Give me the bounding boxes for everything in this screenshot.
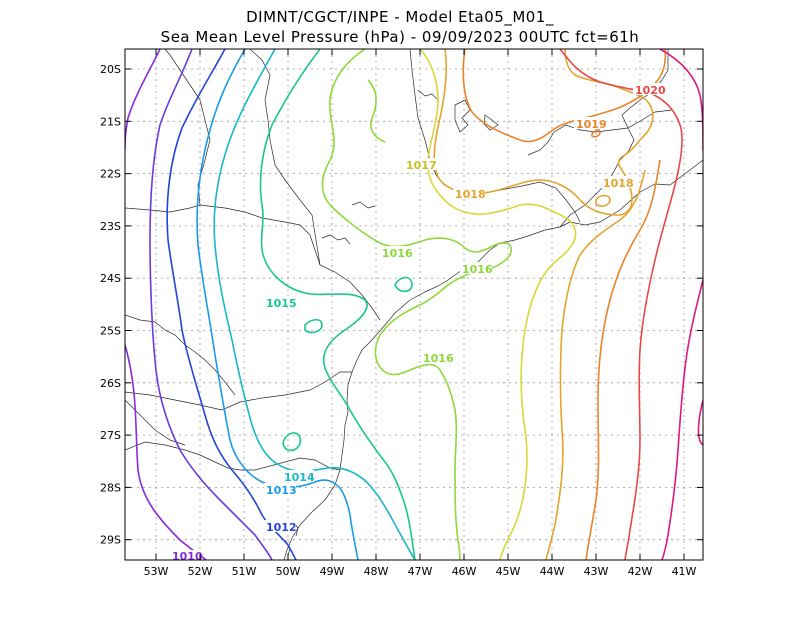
reservoir-3 <box>321 234 351 245</box>
isobar-1011 <box>149 49 273 560</box>
state-border-mg-rj <box>527 109 673 156</box>
label-1016-b: 1016 <box>462 263 493 276</box>
lat-tick-label: 24S <box>100 272 121 285</box>
isobar-1015-closed-2 <box>282 432 302 452</box>
lat-tick-label: 20S <box>100 63 121 76</box>
lat-tick-label: 28S <box>100 481 121 494</box>
lon-tick-label: 46W <box>452 565 477 578</box>
label-1020: 1020 <box>635 84 666 97</box>
isobar-1019-closed <box>591 129 601 138</box>
lat-tick-label: 27S <box>100 429 121 442</box>
label-1016-a: 1016 <box>382 247 413 260</box>
isobar-1018-closed <box>595 194 611 207</box>
isobar-1015-closed-3 <box>394 276 413 293</box>
lon-tick-label: 44W <box>540 565 565 578</box>
lon-tick-label: 53W <box>144 565 169 578</box>
state-border-sc-rs <box>125 441 341 471</box>
lat-tick-label: 29S <box>100 534 121 547</box>
lat-lon-grid <box>125 49 703 560</box>
lon-tick-label: 52W <box>188 565 213 578</box>
reservoir-1 <box>454 99 471 133</box>
border-argentina <box>125 399 186 446</box>
lon-tick-label: 49W <box>320 565 345 578</box>
label-1012: 1012 <box>266 521 297 534</box>
lat-tick-label: 21S <box>100 115 121 128</box>
isobar-1017 <box>419 49 577 560</box>
label-1017: 1017 <box>406 159 437 172</box>
isobar-1019b <box>585 159 661 560</box>
map-axes: 20S 21S 22S 23S 24S 25S 26S 27S 28S 29S 53W 52W 51W 5… <box>100 49 703 578</box>
lon-tick-label: 50W <box>276 565 301 578</box>
isobar-1018 <box>433 49 654 216</box>
map-frame <box>124 48 704 561</box>
lon-tick-label: 41W <box>672 565 697 578</box>
state-border-ms-sp <box>249 49 321 266</box>
label-1013: 1013 <box>266 484 297 497</box>
title-line-2: Sea Mean Level Pressure (hPa) - 09/09/20… <box>160 28 640 46</box>
label-1018-b: 1018 <box>603 177 634 190</box>
label-1018-a: 1018 <box>455 188 486 201</box>
label-1014: 1014 <box>284 471 315 484</box>
isobar-1010 <box>125 49 207 560</box>
isobar-1016 <box>321 49 513 560</box>
isobar-1015-closed-1 <box>304 318 323 334</box>
isobar-1018b <box>545 169 646 560</box>
lat-tick-label: 23S <box>100 220 121 233</box>
reservoir-5 <box>417 89 439 101</box>
lon-tick-label: 42W <box>628 565 653 578</box>
coastline <box>283 159 703 560</box>
isobar-1014 <box>213 49 416 560</box>
isobar-1022 <box>697 399 703 446</box>
lon-tick-label: 43W <box>584 565 609 578</box>
lon-tick-label: 45W <box>496 565 521 578</box>
state-border-ms-west <box>125 49 211 213</box>
lon-tick-label: 47W <box>408 565 433 578</box>
reservoir-4 <box>351 201 376 209</box>
label-1016-c: 1016 <box>423 352 454 365</box>
contour-labels: 1010 1012 1013 1014 1015 1016 1016 1016 … <box>170 83 666 563</box>
isobar-1013 <box>196 49 359 560</box>
lon-tick-label: 48W <box>364 565 389 578</box>
isobar-1015 <box>259 49 416 560</box>
title-line-1: DIMNT/CGCT/INPE - Model Eta05_M01_ <box>246 8 554 26</box>
label-1019: 1019 <box>576 118 607 131</box>
lat-tick-label: 22S <box>100 168 121 181</box>
lat-tick-label: 26S <box>100 377 121 390</box>
state-border-pr-sc <box>125 371 352 411</box>
state-border-sp-pr <box>199 204 381 321</box>
isobar-1016-north <box>367 79 386 143</box>
lon-tick-label: 51W <box>232 565 257 578</box>
lat-tick-label: 25S <box>100 325 121 338</box>
state-border-mg-sp <box>409 49 581 223</box>
isobar-1021 <box>659 49 703 560</box>
label-1015: 1015 <box>266 297 297 310</box>
isobar-contours <box>125 49 703 560</box>
label-1010: 1010 <box>172 550 203 563</box>
